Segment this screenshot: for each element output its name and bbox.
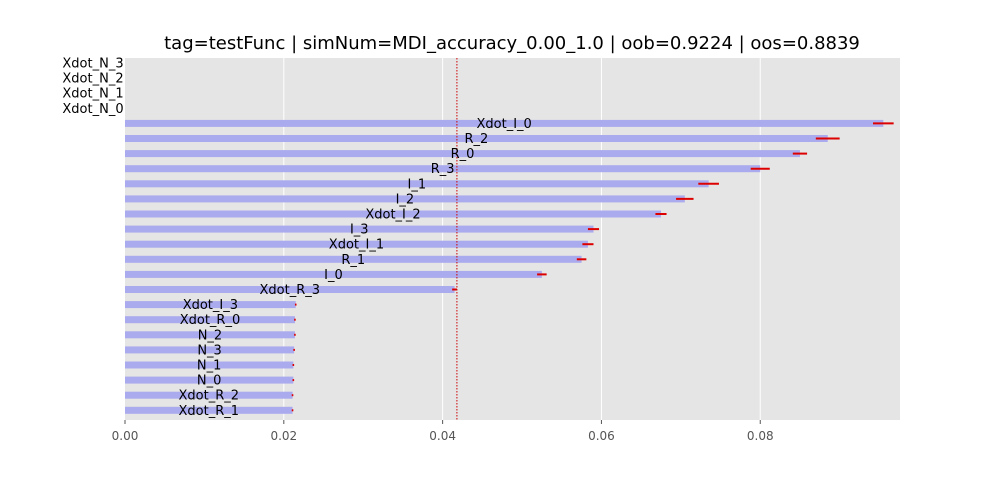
bar [125,361,294,369]
bar [125,195,685,203]
x-tick-label: 0.08 [747,429,774,443]
bar-label: N_1 [197,359,222,374]
bar [125,255,582,263]
bar [125,391,293,399]
x-tick-label: 0.04 [429,429,456,443]
bar-label: Xdot_N_1 [62,87,123,102]
bar [125,180,709,188]
bar-label: I_3 [350,223,369,238]
bar-label: Xdot_N_0 [62,102,123,117]
x-tick-label: 0.06 [588,429,615,443]
chart-title: tag=testFunc | simNum=MDI_accuracy_0.00_… [164,33,860,54]
bar-label: Xdot_I_1 [329,238,384,253]
plot-background [125,58,900,420]
bar-label: R_0 [451,147,475,162]
bar-label: N_2 [198,328,223,343]
bars [125,119,884,414]
bar [125,165,761,173]
bar-label: I_0 [324,268,343,283]
bar-label: Xdot_I_3 [183,298,238,313]
bar-label: Xdot_R_3 [260,283,321,298]
bar [125,316,295,324]
bar-label: Xdot_R_1 [179,404,240,419]
bar-label: I_2 [396,192,415,207]
bar-label: Xdot_I_0 [476,117,531,132]
bar [125,270,542,278]
bar [125,346,295,354]
bar-label: N_3 [197,343,222,358]
x-tick-label: 0.02 [270,429,297,443]
bar-label: R_2 [464,132,488,147]
bar-label: Xdot_N_3 [62,57,123,72]
bar [125,331,295,339]
bar [125,301,296,309]
bar-label: R_3 [431,162,455,177]
bar [125,135,828,142]
bar [125,406,293,414]
bar [125,119,884,127]
bar-label: Xdot_N_2 [62,72,123,87]
bar [125,210,661,218]
x-tick-label: 0.00 [112,429,139,443]
bar [125,240,588,248]
error-bars [291,122,894,412]
bar-label: Xdot_R_0 [180,313,241,328]
bar-label: Xdot_I_2 [365,208,420,223]
bar-label: I_1 [408,177,427,192]
bar [125,286,455,293]
bar-label: N_0 [197,374,222,389]
bar [125,225,594,233]
bar [125,376,294,384]
bar-label: Xdot_R_2 [179,389,240,404]
bar-label: R_1 [341,253,365,268]
x-axis-ticks: 0.00 0.02 0.04 0.06 0.08 [112,420,774,443]
bar [125,150,800,158]
grid-lines [283,58,761,420]
